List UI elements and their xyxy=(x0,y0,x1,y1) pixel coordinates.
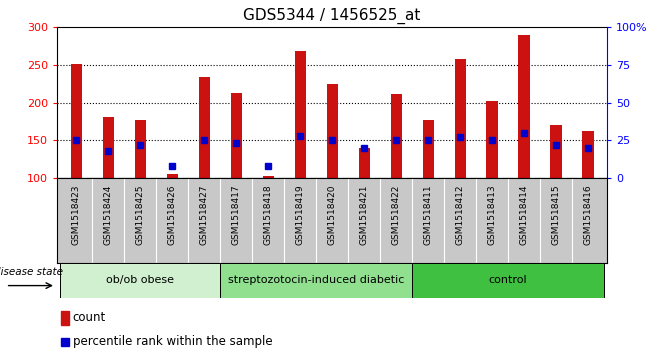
Bar xyxy=(486,101,498,178)
Text: count: count xyxy=(72,311,106,324)
Text: GSM1518418: GSM1518418 xyxy=(264,185,272,245)
Text: ob/ob obese: ob/ob obese xyxy=(106,276,174,285)
Bar xyxy=(550,125,562,178)
Text: GSM1518422: GSM1518422 xyxy=(392,185,401,245)
Text: GSM1518419: GSM1518419 xyxy=(296,185,305,245)
Bar xyxy=(166,174,178,178)
Text: GSM1518425: GSM1518425 xyxy=(136,185,145,245)
Text: GSM1518417: GSM1518417 xyxy=(231,185,241,245)
Text: GSM1518414: GSM1518414 xyxy=(519,185,529,245)
Bar xyxy=(423,120,433,178)
FancyBboxPatch shape xyxy=(60,263,220,298)
Bar xyxy=(582,131,594,178)
Text: streptozotocin-induced diabetic: streptozotocin-induced diabetic xyxy=(228,276,405,285)
Text: GSM1518424: GSM1518424 xyxy=(104,185,113,245)
Text: GSM1518416: GSM1518416 xyxy=(584,185,592,245)
Bar xyxy=(391,94,402,178)
Bar xyxy=(231,93,242,178)
Bar xyxy=(103,117,114,178)
FancyBboxPatch shape xyxy=(220,263,412,298)
Text: GSM1518427: GSM1518427 xyxy=(200,185,209,245)
Bar xyxy=(519,35,529,178)
Bar xyxy=(199,77,210,178)
Bar xyxy=(327,84,338,178)
Bar xyxy=(454,59,466,178)
Text: GSM1518411: GSM1518411 xyxy=(423,185,433,245)
Bar xyxy=(61,311,69,325)
Text: GSM1518426: GSM1518426 xyxy=(168,185,176,245)
Text: disease state: disease state xyxy=(0,267,63,277)
Bar xyxy=(358,148,370,178)
Title: GDS5344 / 1456525_at: GDS5344 / 1456525_at xyxy=(244,8,421,24)
Bar xyxy=(262,176,274,178)
Bar xyxy=(295,51,306,178)
Text: percentile rank within the sample: percentile rank within the sample xyxy=(72,335,272,348)
Text: control: control xyxy=(488,276,527,285)
Bar xyxy=(135,120,146,178)
Text: GSM1518415: GSM1518415 xyxy=(552,185,560,245)
Text: GSM1518412: GSM1518412 xyxy=(456,185,464,245)
Text: GSM1518413: GSM1518413 xyxy=(488,185,497,245)
Text: GSM1518420: GSM1518420 xyxy=(327,185,337,245)
FancyBboxPatch shape xyxy=(412,263,604,298)
Bar xyxy=(70,64,82,178)
Text: GSM1518423: GSM1518423 xyxy=(72,185,81,245)
Text: GSM1518421: GSM1518421 xyxy=(360,185,368,245)
